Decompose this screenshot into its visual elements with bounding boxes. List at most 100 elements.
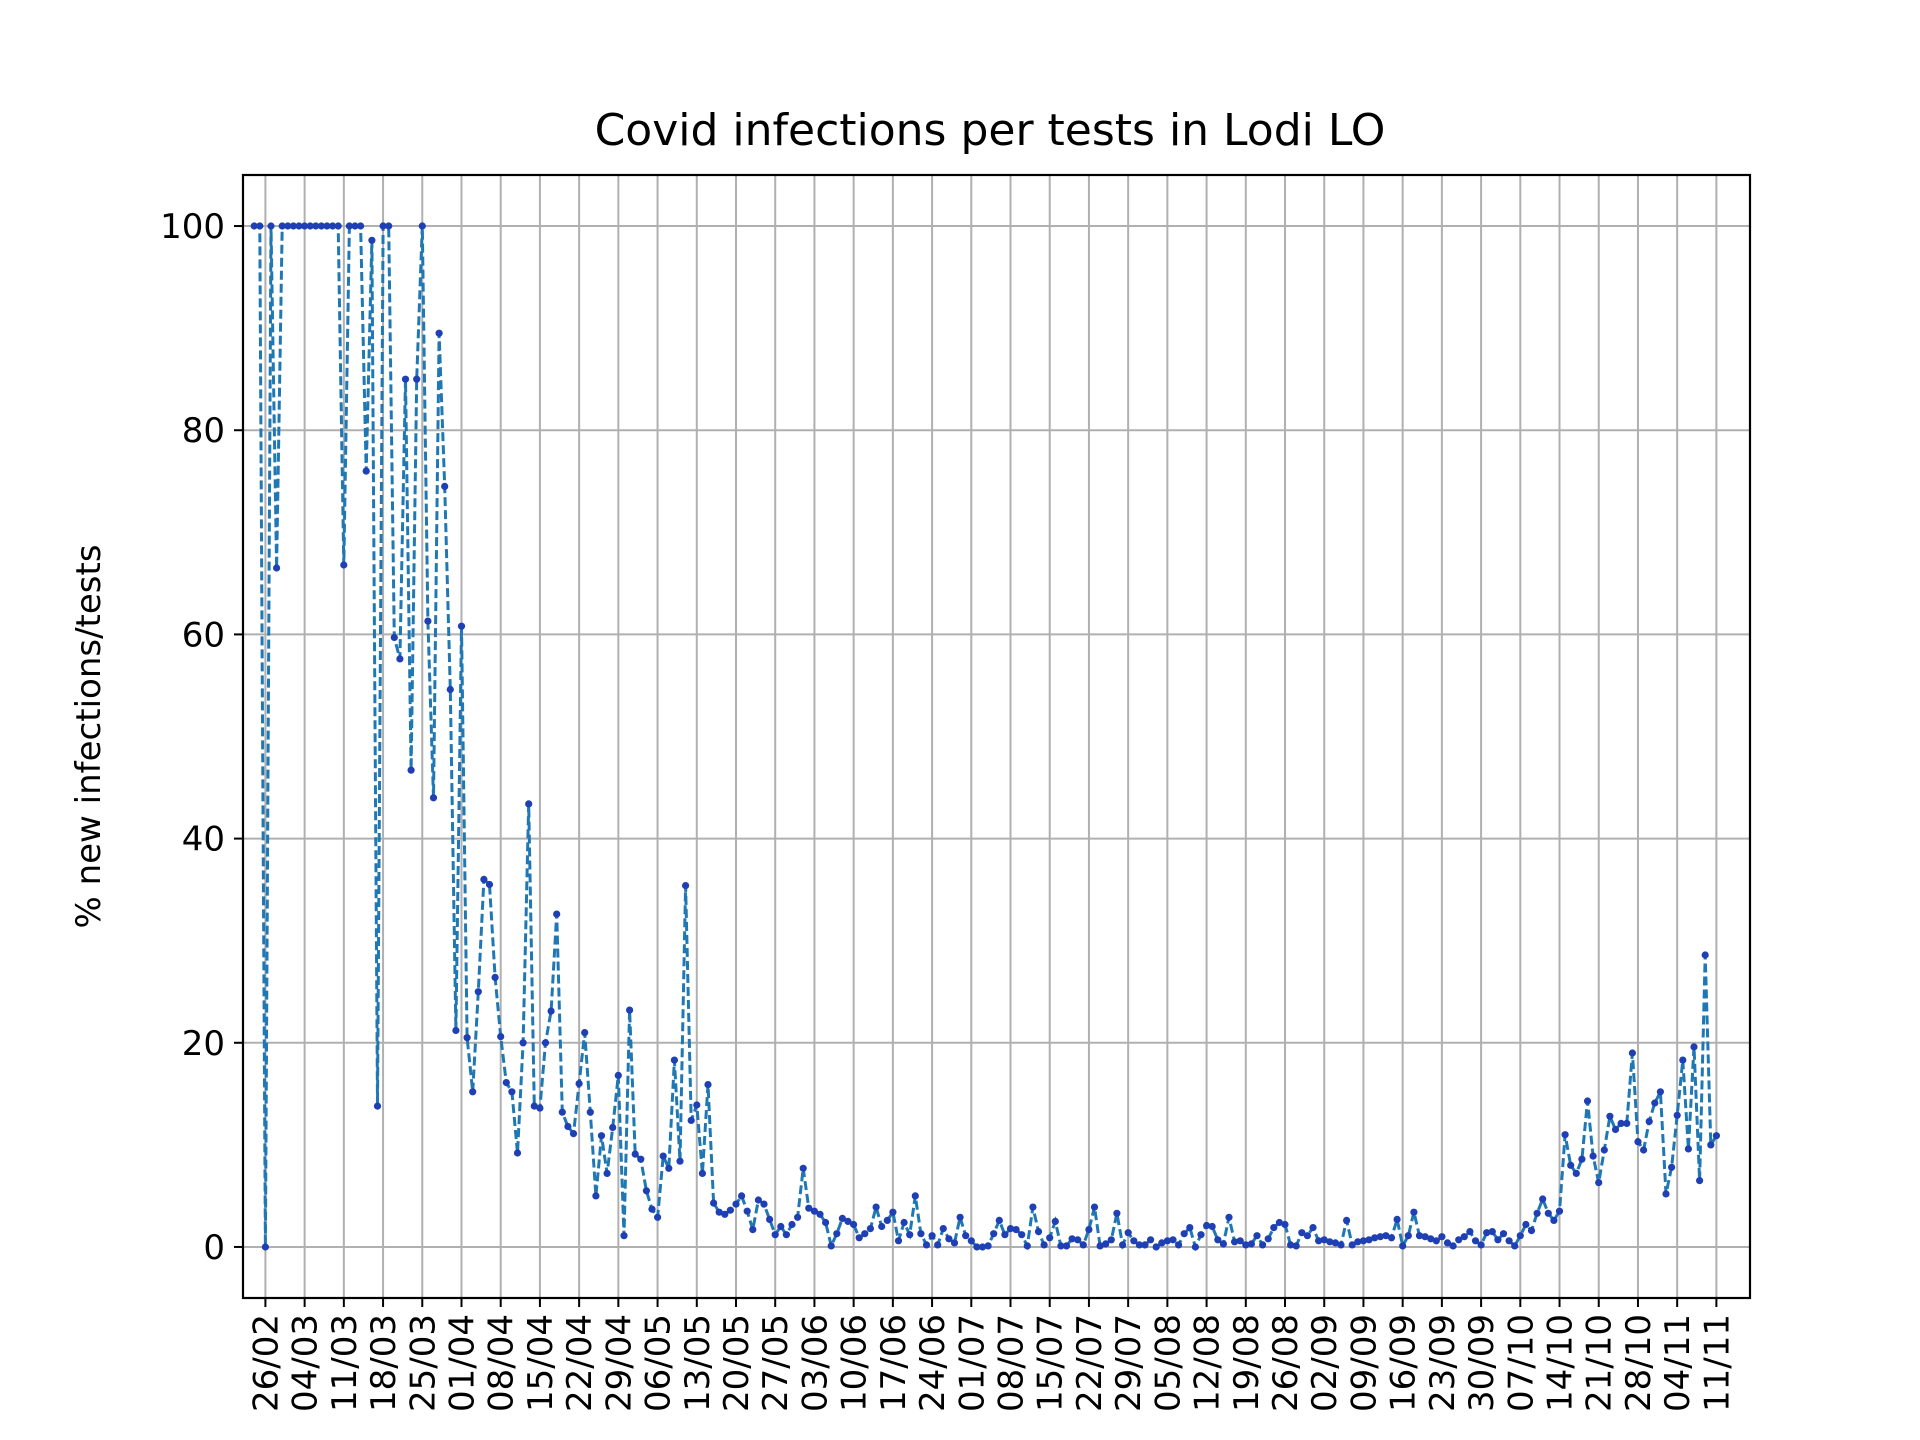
x-tick-label: 09/09 <box>1344 1314 1384 1412</box>
data-point <box>1455 1236 1463 1244</box>
data-point <box>777 1222 785 1231</box>
data-point <box>1191 1243 1199 1251</box>
data-point <box>1113 1209 1121 1217</box>
data-point <box>1242 1241 1250 1249</box>
x-tick-label: 10/06 <box>835 1314 875 1412</box>
data-point <box>956 1213 964 1221</box>
series-marker-layer <box>250 222 1720 1251</box>
data-point <box>295 222 303 230</box>
data-point <box>642 1187 651 1195</box>
data-point <box>1062 1242 1071 1250</box>
data-point <box>1102 1240 1110 1248</box>
data-point <box>1152 1243 1160 1251</box>
data-point <box>1656 1088 1664 1096</box>
data-point <box>917 1230 925 1238</box>
data-point <box>1236 1237 1244 1245</box>
data-point <box>782 1231 791 1239</box>
data-point <box>1006 1225 1015 1233</box>
data-point <box>732 1200 740 1208</box>
data-point <box>1348 1241 1356 1249</box>
data-point <box>850 1220 858 1229</box>
data-point <box>441 482 449 490</box>
data-point <box>855 1234 863 1242</box>
data-point <box>1247 1240 1255 1248</box>
data-point <box>413 375 421 383</box>
data-point <box>1309 1224 1317 1232</box>
data-point <box>1107 1236 1115 1244</box>
data-point <box>676 1157 684 1165</box>
data-point <box>1046 1234 1054 1242</box>
data-point <box>1085 1226 1093 1234</box>
data-point <box>1270 1224 1278 1232</box>
x-tick-label: 06/05 <box>639 1314 679 1412</box>
x-tick-label: 29/04 <box>599 1314 639 1412</box>
data-point <box>1483 1229 1491 1237</box>
data-point <box>1259 1241 1267 1249</box>
data-point <box>1135 1241 1143 1249</box>
data-point <box>1443 1239 1452 1247</box>
x-tick-label: 27/05 <box>756 1314 796 1412</box>
data-point <box>1427 1235 1435 1243</box>
data-point <box>592 1192 600 1200</box>
data-point <box>620 1232 628 1240</box>
data-point <box>463 1034 471 1042</box>
y-tick-label: 40 <box>182 820 225 860</box>
data-point <box>1130 1237 1138 1245</box>
data-point <box>362 467 370 475</box>
data-point <box>1074 1236 1082 1244</box>
data-point <box>816 1210 824 1218</box>
data-point <box>1040 1241 1048 1249</box>
data-point <box>872 1203 880 1211</box>
data-point <box>810 1207 819 1215</box>
data-point <box>267 222 275 230</box>
data-point <box>1555 1207 1564 1215</box>
data-point <box>967 1237 975 1245</box>
x-tick-label: 23/09 <box>1423 1314 1463 1412</box>
plot-frame <box>241 173 1752 1300</box>
data-point <box>564 1122 572 1131</box>
data-point <box>357 222 365 230</box>
data-point <box>1018 1231 1026 1239</box>
data-point <box>1684 1145 1692 1153</box>
data-point <box>1253 1232 1261 1240</box>
data-point <box>1494 1236 1502 1244</box>
data-point <box>1203 1221 1211 1230</box>
data-point <box>1421 1233 1429 1241</box>
data-point <box>575 1080 583 1088</box>
data-point <box>1292 1242 1300 1250</box>
data-point <box>1354 1238 1362 1246</box>
data-point <box>1219 1240 1227 1248</box>
data-point <box>827 1242 835 1250</box>
data-point <box>1264 1235 1272 1243</box>
data-point <box>525 800 533 808</box>
data-point <box>1651 1099 1659 1107</box>
data-point <box>457 622 466 630</box>
data-point <box>351 222 359 230</box>
data-point <box>603 1169 611 1177</box>
data-point <box>738 1192 746 1200</box>
data-point <box>962 1232 970 1240</box>
data-point <box>1606 1112 1614 1120</box>
data-point <box>407 766 415 774</box>
data-point <box>1001 1231 1009 1239</box>
data-point <box>1287 1241 1295 1249</box>
x-tick-label: 19/08 <box>1227 1314 1267 1412</box>
x-tick-label: 15/07 <box>1031 1314 1071 1412</box>
data-point <box>273 564 281 572</box>
data-point <box>536 1104 544 1112</box>
data-point <box>1298 1229 1306 1237</box>
x-tick-label: 08/04 <box>482 1314 522 1412</box>
data-point <box>284 222 292 230</box>
data-point <box>368 236 376 244</box>
data-point <box>945 1235 953 1243</box>
data-point <box>788 1220 796 1229</box>
data-point <box>654 1213 662 1221</box>
data-point <box>424 617 432 625</box>
data-point <box>1589 1152 1597 1160</box>
data-point <box>1567 1161 1575 1169</box>
data-point <box>1578 1155 1586 1163</box>
data-point <box>1034 1228 1043 1236</box>
data-point <box>1415 1232 1424 1240</box>
data-point <box>1119 1241 1127 1249</box>
